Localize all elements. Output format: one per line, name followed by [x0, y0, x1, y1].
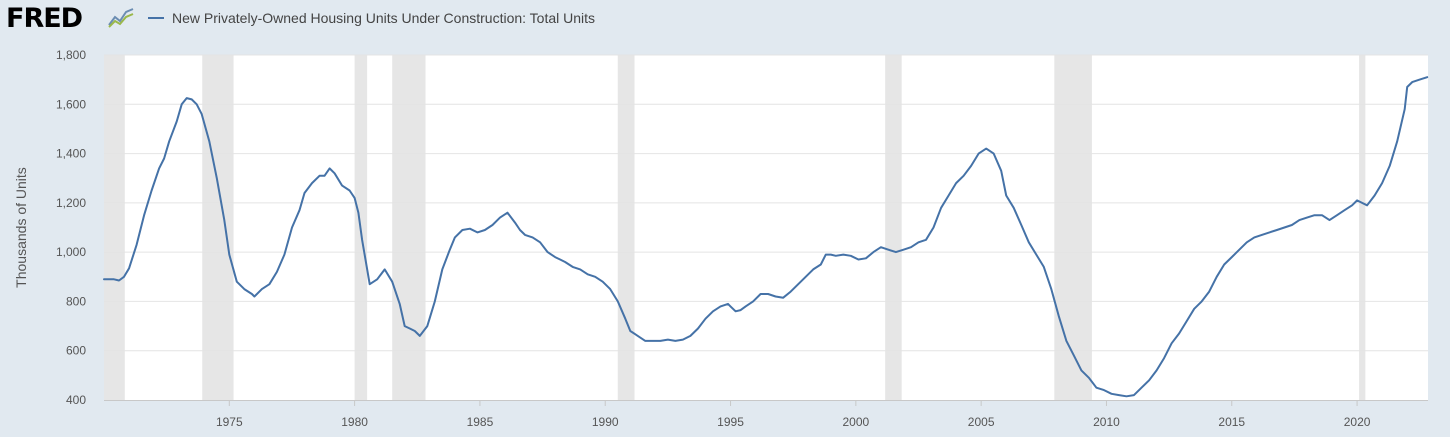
- chart-header: FRED New Privately-Owned Housing Units U…: [0, 0, 1450, 44]
- recession-band-6: [1054, 55, 1092, 400]
- y-tick-label: 400: [66, 393, 86, 407]
- x-tick-label: 2015: [1218, 415, 1245, 429]
- grid-lines: [104, 54, 1428, 352]
- x-tick-label: 2000: [842, 415, 869, 429]
- x-tick-label: 1980: [341, 415, 368, 429]
- legend-label[interactable]: New Privately-Owned Housing Units Under …: [172, 10, 596, 26]
- x-tick-label: 2010: [1093, 415, 1120, 429]
- y-tick-label: 1,200: [56, 196, 86, 210]
- x-axis: 1975 1980 1985 1990 1995 2000 2005 2010 2015 2020: [104, 400, 1428, 429]
- y-tick-label: 800: [66, 294, 86, 308]
- series-layer: [103, 76, 1429, 398]
- x-tick-label: 2005: [968, 415, 995, 429]
- y-tick-label: 1,000: [56, 245, 86, 259]
- recession-band-5: [885, 55, 902, 400]
- y-tick-label: 1,600: [56, 97, 86, 111]
- y-axis: 400 600 800 1,000 1,200 1,400 1,600 1,800: [56, 48, 86, 407]
- y-axis-label: Thousands of Units: [13, 167, 29, 288]
- x-tick-label: 2020: [1344, 415, 1371, 429]
- recession-band-4: [617, 55, 635, 400]
- fred-line-chart-logo-icon: [107, 6, 135, 28]
- series-line-0[interactable]: [103, 76, 1429, 398]
- recession-band-1: [202, 55, 234, 400]
- recession-band-3: [392, 55, 426, 400]
- plot-area: [104, 55, 1428, 400]
- recession-band-0: [104, 55, 125, 400]
- legend-swatch: [148, 17, 164, 19]
- x-tick-label: 1975: [216, 415, 243, 429]
- y-tick-label: 1,400: [56, 147, 86, 161]
- x-tick-label: 1990: [592, 415, 619, 429]
- x-tick-label: 1995: [717, 415, 744, 429]
- x-tick-label: 1985: [467, 415, 494, 429]
- recession-band-7: [1359, 55, 1366, 400]
- fred-logo[interactable]: FRED: [6, 3, 83, 34]
- y-tick-label: 600: [66, 344, 86, 358]
- y-tick-label: 1,800: [56, 48, 86, 62]
